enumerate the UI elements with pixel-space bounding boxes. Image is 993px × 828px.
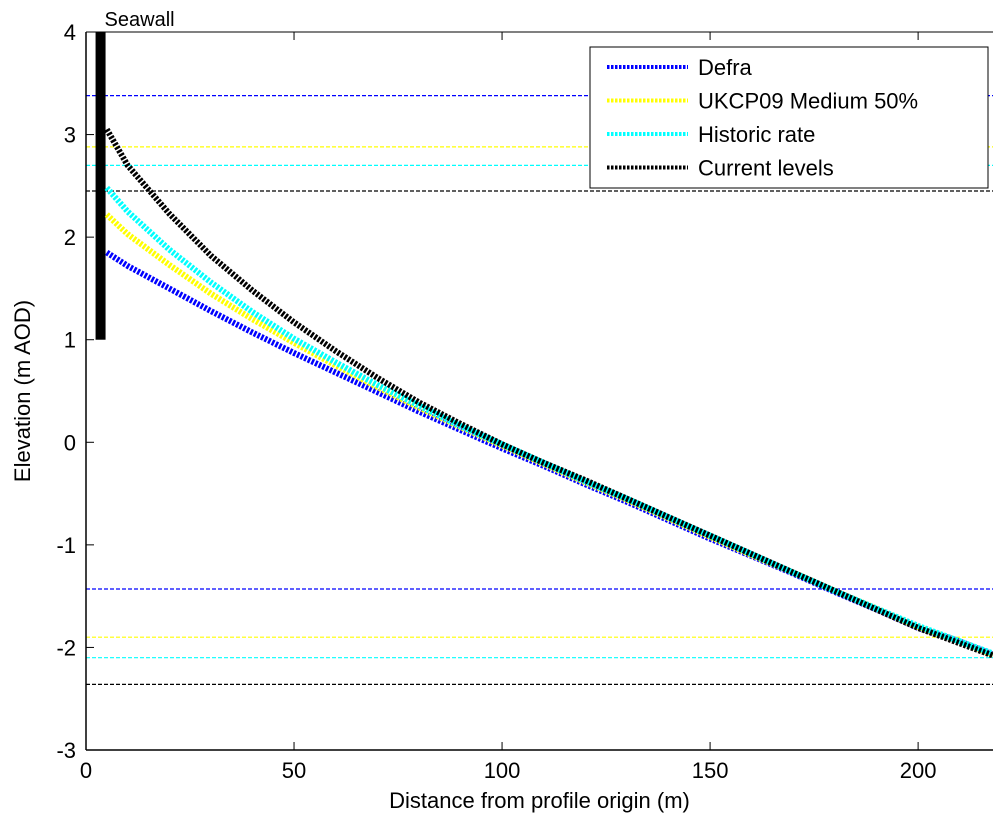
- legend-box: [589, 46, 989, 189]
- legend: Defra UKCP09 Medium 50% Historic rate Curre…: [589, 46, 989, 189]
- seawall-bar: [95, 32, 106, 340]
- y-tick-label: 2: [64, 225, 76, 250]
- legend-entry: Historic rate: [698, 122, 815, 147]
- x-axis-label: Distance from profile origin (m): [389, 788, 690, 813]
- y-tick-label: -1: [56, 533, 76, 558]
- y-tick-label: -3: [56, 738, 76, 763]
- series-line-current-levels: [104, 127, 993, 659]
- x-tick-label: 100: [484, 758, 521, 783]
- series-layer: [104, 127, 993, 659]
- y-axis-label: Elevation (m AOD): [10, 300, 35, 482]
- y-tick-label: 3: [64, 123, 76, 148]
- reference-level-lines: [86, 94, 993, 685]
- y-tick-label: 1: [64, 328, 76, 353]
- y-tick-label: 4: [64, 20, 76, 45]
- x-tick-label: 200: [900, 758, 937, 783]
- seawall-label: Seawall: [105, 9, 175, 31]
- x-tick-label: 50: [282, 758, 306, 783]
- seawall-layer: [95, 32, 106, 340]
- legend-entry: UKCP09 Medium 50%: [698, 89, 918, 114]
- y-tick-label: 0: [64, 430, 76, 455]
- axes: 0 50 100 150 200 -3 -2 -1 0 1 2 3 4: [56, 20, 993, 783]
- x-tick-label: 150: [692, 758, 729, 783]
- y-tick-label: -2: [56, 635, 76, 660]
- series-line-historic-rate: [104, 185, 993, 657]
- legend-entry: Current levels: [698, 156, 834, 181]
- x-tick-label: 0: [80, 758, 92, 783]
- legend-entry: Defra: [698, 55, 753, 80]
